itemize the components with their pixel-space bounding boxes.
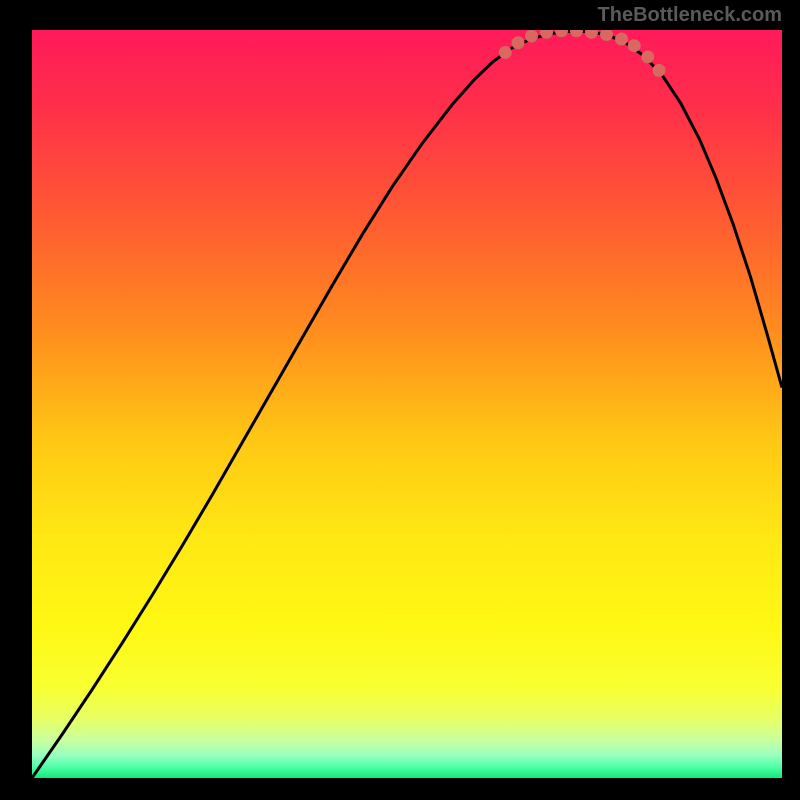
watermark-text: TheBottleneck.com xyxy=(598,4,782,27)
chart-curve xyxy=(32,30,782,778)
chart-plot-area xyxy=(32,30,782,778)
